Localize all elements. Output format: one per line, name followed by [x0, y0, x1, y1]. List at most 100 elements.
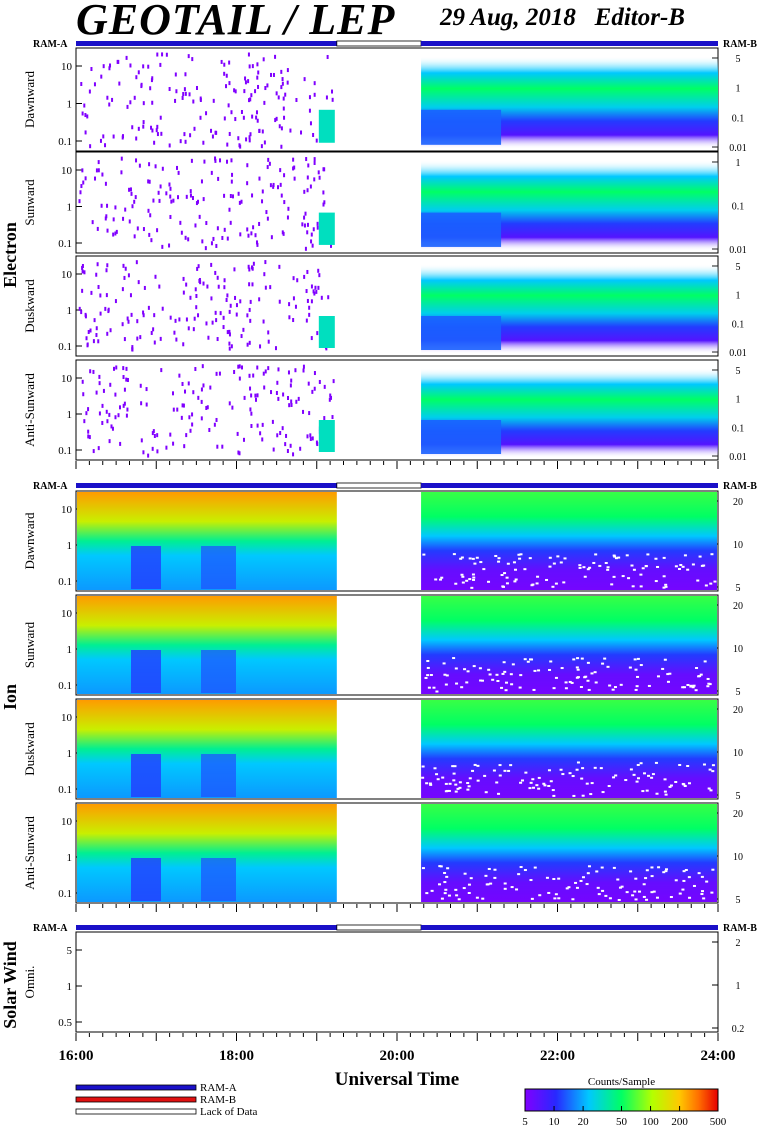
count-pixel — [257, 70, 260, 75]
count-pixel — [678, 763, 682, 766]
y-tick-label: 10 — [61, 373, 73, 385]
y2-tick-label: 10 — [733, 748, 743, 759]
count-pixel — [470, 586, 474, 589]
count-pixel — [189, 428, 192, 433]
count-pixel — [444, 782, 448, 785]
count-pixel — [279, 182, 282, 187]
y-tick-label: 10 — [61, 61, 73, 73]
count-pixel — [664, 585, 668, 588]
count-pixel — [571, 898, 575, 901]
count-pixel — [668, 785, 672, 788]
count-pixel — [498, 764, 502, 767]
count-pixel — [118, 81, 121, 86]
ion-counts — [77, 596, 717, 694]
count-pixel — [287, 206, 290, 211]
count-pixel — [165, 191, 168, 196]
count-pixel — [219, 158, 222, 163]
count-pixel — [215, 318, 218, 323]
count-pixel — [104, 216, 107, 221]
count-pixel — [123, 387, 126, 392]
count-pixel — [556, 555, 560, 558]
count-pixel — [210, 296, 213, 301]
count-pixel — [596, 886, 600, 889]
count-pixel — [503, 887, 507, 890]
count-pixel — [181, 95, 184, 100]
count-pixel — [295, 97, 298, 102]
count-pixel — [654, 557, 658, 560]
count-pixel — [154, 164, 157, 169]
count-pixel — [608, 897, 612, 900]
count-pixel — [245, 137, 248, 142]
count-pixel — [254, 89, 257, 94]
count-pixel — [518, 686, 522, 689]
count-pixel — [121, 135, 124, 140]
count-pixel — [125, 55, 128, 60]
count-pixel — [168, 143, 171, 148]
count-pixel — [137, 280, 140, 285]
count-pixel — [123, 401, 126, 406]
count-pixel — [606, 566, 610, 569]
count-pixel — [211, 134, 214, 139]
y2-tick-label: 5 — [736, 687, 741, 698]
count-pixel — [239, 232, 242, 237]
count-pixel — [469, 877, 473, 880]
count-pixel — [502, 661, 506, 664]
count-pixel — [448, 782, 452, 785]
count-pixel — [613, 686, 617, 689]
count-pixel — [188, 92, 191, 97]
count-pixel — [277, 367, 280, 372]
count-pixel — [131, 347, 134, 352]
count-band — [421, 420, 502, 454]
count-pixel — [90, 67, 93, 72]
count-pixel — [678, 892, 682, 895]
count-pixel — [708, 768, 712, 771]
ram-b-label: RAM-B — [723, 923, 757, 934]
count-pixel — [564, 681, 568, 684]
count-pixel — [182, 276, 185, 281]
count-pixel — [286, 68, 289, 73]
x-tick-label: 22:00 — [540, 1048, 575, 1064]
ram-gap-segment — [336, 924, 422, 931]
count-pixel — [601, 791, 605, 794]
count-pixel — [82, 180, 85, 185]
count-pixel — [165, 445, 168, 450]
count-pixel — [130, 312, 133, 317]
count-pixel — [112, 134, 115, 139]
count-pixel — [95, 326, 98, 331]
count-pixel — [80, 310, 83, 315]
count-pixel — [528, 557, 532, 560]
page-title: GEOTAIL / LEP — [76, 0, 396, 44]
legend-swatch — [75, 1096, 197, 1103]
count-pixel — [261, 422, 264, 427]
count-pixel — [283, 173, 286, 178]
count-pixel — [189, 133, 192, 138]
count-pixel — [99, 311, 102, 316]
count-pixel — [217, 284, 220, 289]
count-pixel — [238, 143, 241, 148]
count-pixel — [637, 777, 641, 780]
count-pixel — [106, 203, 109, 208]
count-pixel — [89, 144, 92, 149]
count-pixel — [294, 304, 297, 309]
count-pixel — [249, 132, 252, 137]
count-pixel — [96, 262, 99, 267]
count-pixel — [81, 288, 84, 293]
count-pixel — [180, 415, 183, 420]
count-pixel — [192, 327, 195, 332]
count-pixel — [105, 214, 108, 219]
count-pixel — [127, 319, 130, 324]
count-pixel — [274, 54, 277, 59]
count-pixel — [237, 191, 240, 196]
count-pixel — [306, 188, 309, 193]
count-pixel — [92, 449, 95, 454]
count-pixel — [488, 673, 492, 676]
count-pixel — [641, 790, 645, 793]
count-pixel — [260, 144, 263, 149]
count-pixel — [537, 669, 541, 672]
y-tick-label: 1 — [67, 202, 73, 214]
count-pixel — [322, 167, 325, 172]
y2-tick-label: 20 — [733, 809, 743, 820]
count-pixel — [311, 243, 314, 248]
count-pixel — [501, 672, 505, 675]
count-pixel — [184, 72, 187, 77]
